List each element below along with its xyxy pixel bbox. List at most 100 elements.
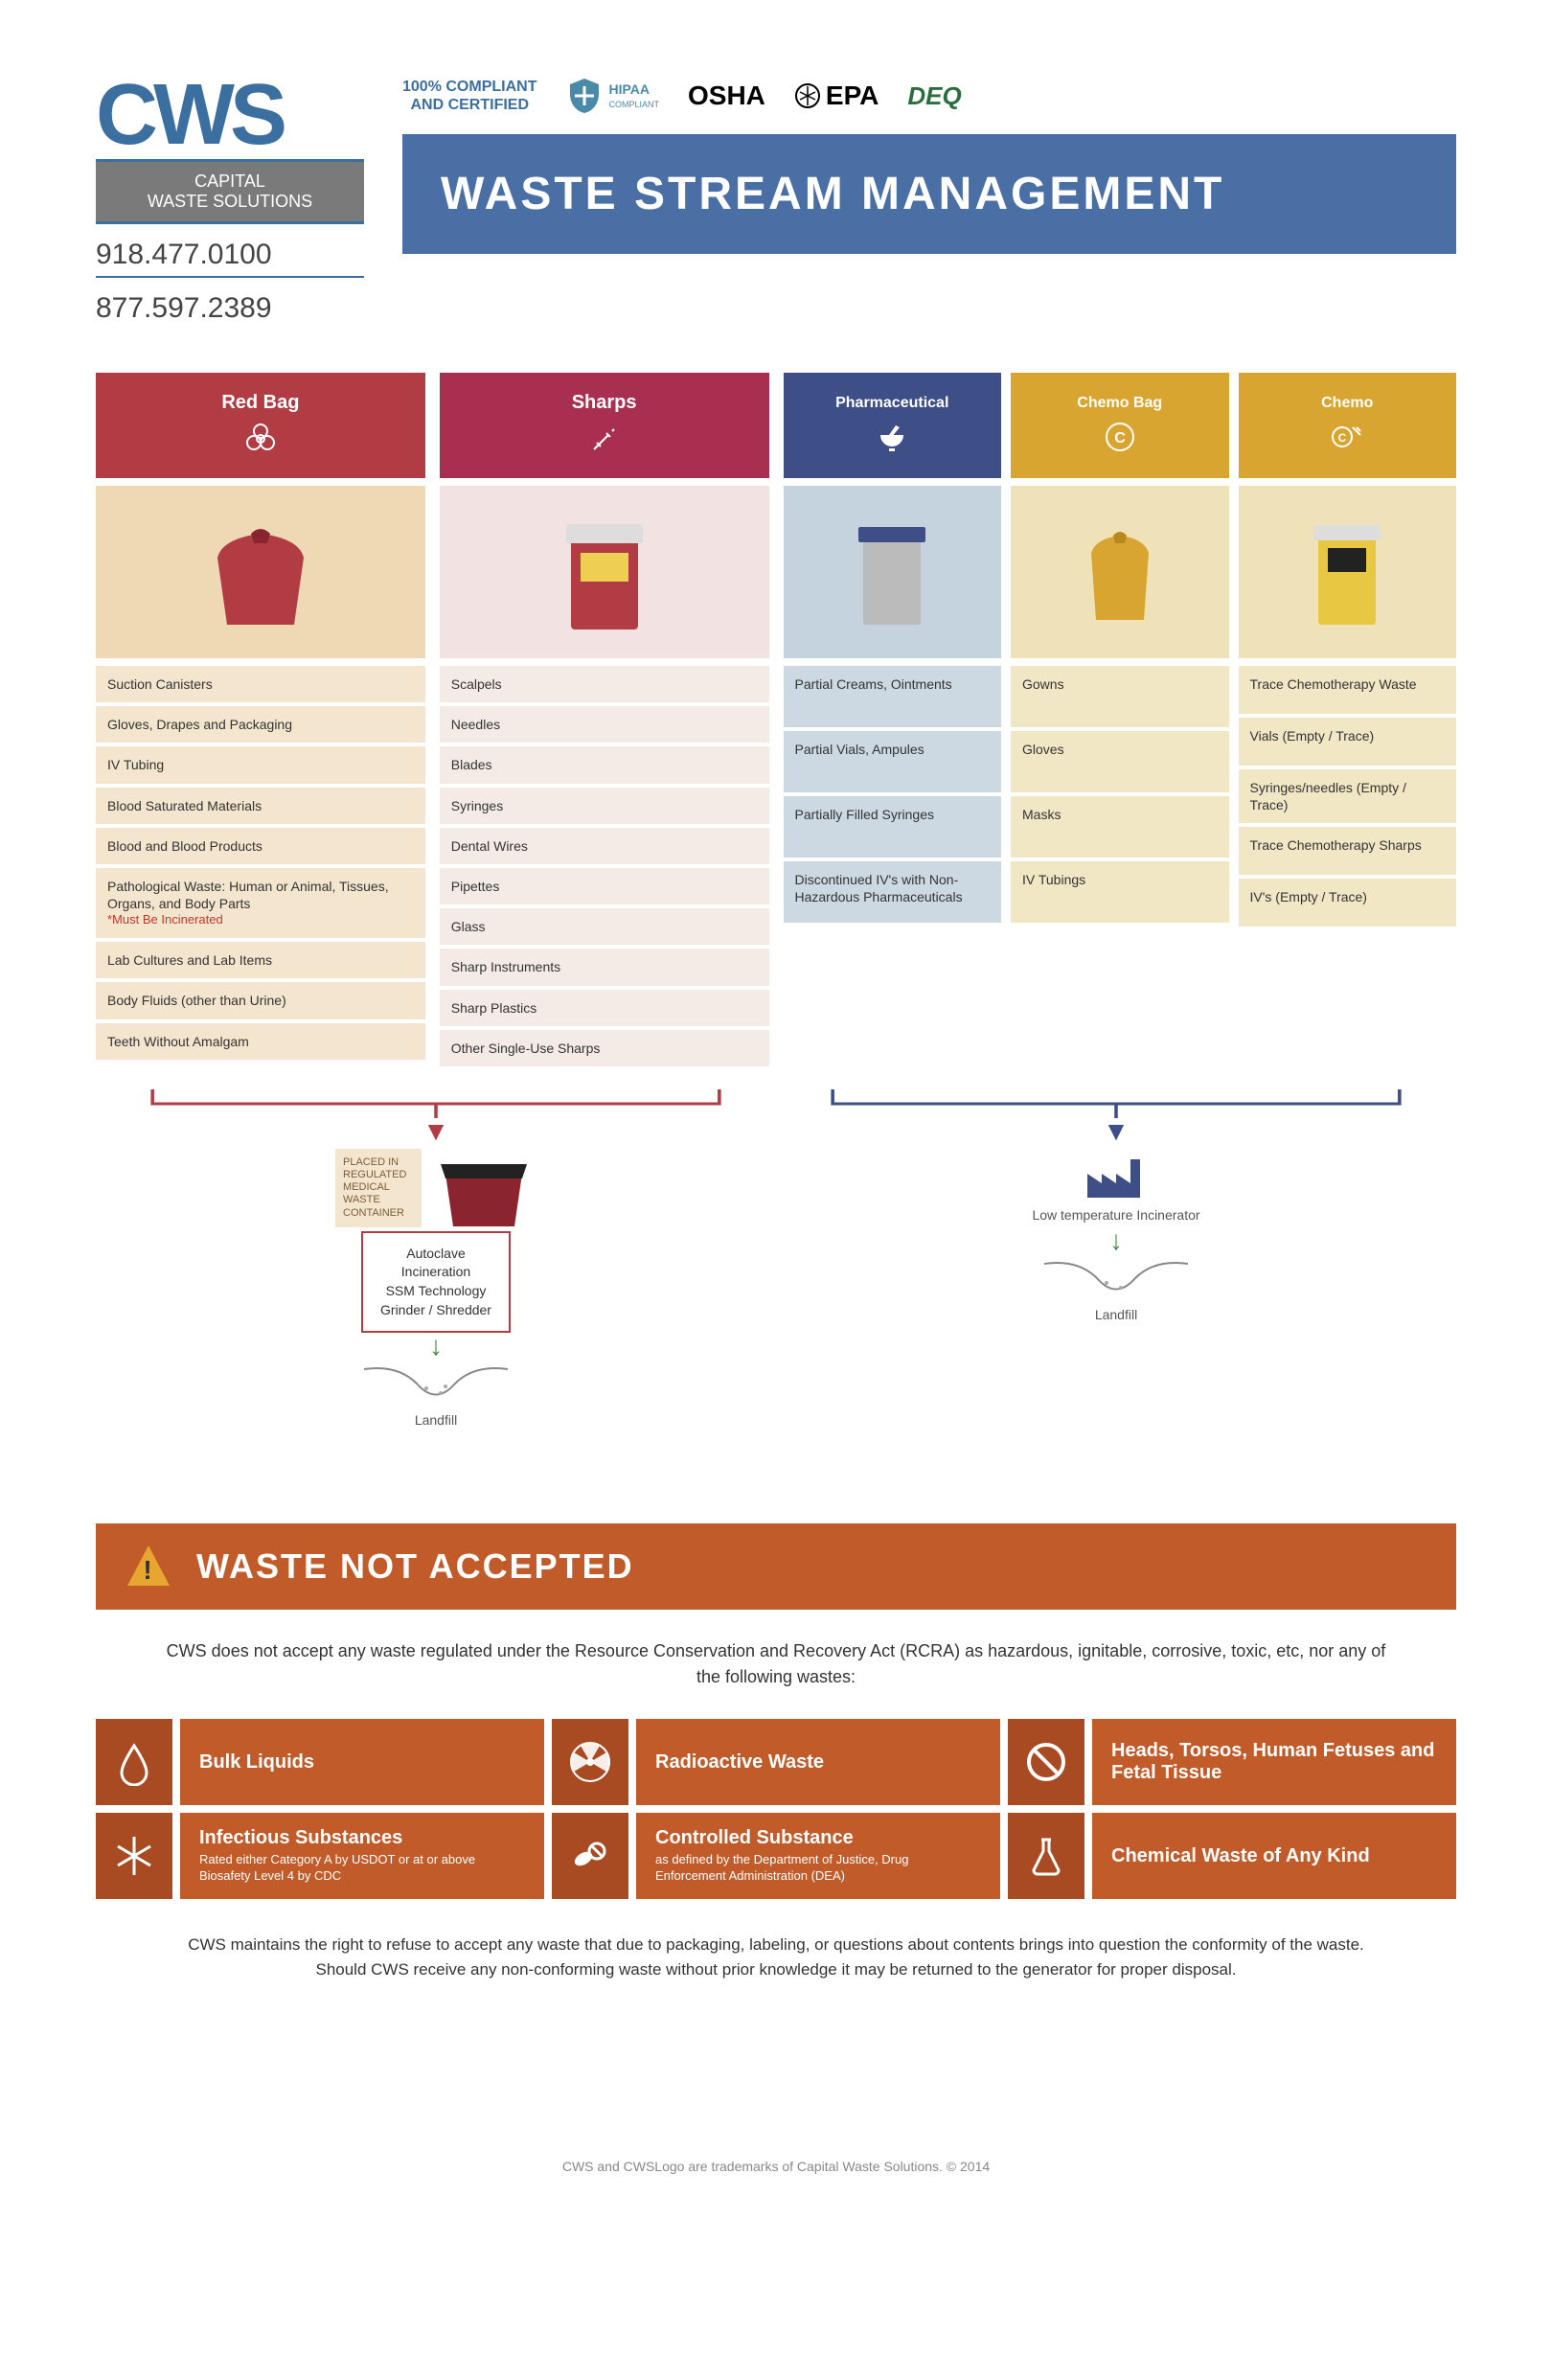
list-item: Sharp Instruments [440,949,769,985]
landfill-icon [359,1360,513,1407]
flow-right: ▼ Low temperature Incinerator ↓ Landfill [776,1089,1456,1428]
radioactive-icon [552,1719,628,1805]
redbag-items: Suction Canisters Gloves, Drapes and Pack… [96,666,425,1060]
container-icon [431,1145,536,1231]
not-accepted-banner: ! WASTE NOT ACCEPTED [96,1523,1456,1610]
flask-icon [1008,1813,1084,1899]
list-item: Gloves, Drapes and Packaging [96,706,425,743]
landfill-label-right: Landfill [1095,1307,1137,1322]
trademark: CWS and CWSLogo are trademarks of Capita… [96,2159,1456,2174]
list-item: Partially Filled Syringes [784,796,1002,858]
pharma-image [784,486,1002,658]
list-item: Suction Canisters [96,666,425,702]
osha-badge: OSHA [688,80,765,111]
chemobag-image [1011,486,1229,658]
list-item: Blades [440,746,769,783]
list-item: Needles [440,706,769,743]
deq-badge: DEQ [907,81,961,111]
not-accepted-intro: CWS does not accept any waste regulated … [96,1610,1456,1719]
list-item: Gloves [1011,731,1229,792]
list-item: IV Tubing [96,746,425,783]
logo-main: CWS [96,77,364,154]
list-item: Other Single-Use Sharps [440,1030,769,1066]
landfill-icon-2 [1039,1254,1193,1302]
na-item: Infectious SubstancesRated either Catego… [180,1813,544,1899]
chemo-image [1239,486,1457,658]
list-item: Blood and Blood Products [96,828,425,864]
sharps-column: Sharps Scalpels NeedlesBlades Syringes Dent… [440,373,769,1070]
pharma-column: Pharmaceutical Partial Creams, Ointments… [784,373,1002,1070]
arrow-blue-icon: ▼ [1103,1118,1130,1145]
epa-badge: EPA [794,80,879,111]
warning-icon: ! [125,1543,172,1590]
na-item: Chemical Waste of Any Kind [1092,1813,1456,1899]
factory-icon [1083,1145,1150,1202]
chemobag-header: Chemo Bag C [1011,373,1229,478]
list-item: Syringes/needles (Empty / Trace) [1239,769,1457,823]
list-item: Body Fluids (other than Urine) [96,982,425,1018]
chemo-icon: C [1103,420,1137,454]
svg-text:C: C [1338,431,1347,445]
na-item: Bulk Liquids [180,1719,544,1805]
mortar-icon [875,420,909,454]
landfill-label-left: Landfill [415,1412,457,1428]
biohazard-icon [243,422,278,456]
chemobag-items: GownsGlovesMasksIV Tubings [1011,666,1229,923]
prohibit-icon [1008,1719,1084,1805]
title-banner: WASTE STREAM MANAGEMENT [402,134,1456,254]
list-item: Sharp Plastics [440,990,769,1026]
list-item: Trace Chemotherapy Sharps [1239,827,1457,875]
chemo-column: Chemo C Trace Chemotherapy WasteVials (E… [1239,373,1457,1070]
sharps-items: Scalpels NeedlesBlades Syringes Dental Wire… [440,666,769,1066]
drop-icon [96,1719,172,1805]
pills-icon [552,1813,628,1899]
arrow-green-icon: ↓ [429,1333,443,1360]
svg-text:C: C [1114,430,1126,446]
na-item: Controlled Substanceas defined by the De… [636,1813,1000,1899]
snowflake-icon [96,1813,172,1899]
list-item: Vials (Empty / Trace) [1239,718,1457,766]
phone-1: 918.477.0100 [96,239,364,271]
list-item: Partial Vials, Ampules [784,731,1002,792]
pharma-header: Pharmaceutical [784,373,1002,478]
svg-text:!: ! [143,1555,153,1585]
list-item: Partial Creams, Ointments [784,666,1002,727]
phone-2: 877.597.2389 [96,292,364,325]
na-item: Heads, Torsos, Human Fetuses and Fetal T… [1092,1719,1456,1805]
list-item: Masks [1011,796,1229,858]
list-item: Syringes [440,788,769,824]
hipaa-badge: HIPAACOMPLIANT [565,77,659,115]
sharps-image [440,486,769,658]
list-item: Scalpels [440,666,769,702]
list-item: Trace Chemotherapy Waste [1239,666,1457,714]
list-item: Dental Wires [440,828,769,864]
not-accepted-grid: Bulk Liquids Radioactive Waste Heads, Tors… [96,1719,1456,1899]
list-item: Teeth Without Amalgam [96,1023,425,1060]
logo-sub: CAPITAL WASTE SOLUTIONS [96,159,364,224]
list-item: Glass [440,908,769,945]
compliance-row: 100% COMPLIANT AND CERTIFIED HIPAACOMPLI… [402,77,1456,134]
process-box-left: Autoclave Incineration SSM Technology Gr… [361,1231,511,1333]
logo-block: CWS CAPITAL WASTE SOLUTIONS 918.477.0100… [96,77,364,325]
list-item: IV's (Empty / Trace) [1239,879,1457,927]
sharps-header: Sharps [440,373,769,478]
arrow-green-icon-2: ↓ [1109,1227,1123,1254]
process-label-right: Low temperature Incinerator [1032,1207,1199,1223]
not-accepted-footer: CWS maintains the right to refuse to acc… [96,1899,1456,2015]
list-item: IV Tubings [1011,861,1229,923]
chemo-header: Chemo C [1239,373,1457,478]
pharma-items: Partial Creams, OintmentsPartial Vials, … [784,666,1002,923]
list-item: Pathological Waste: Human or Animal, Tis… [96,868,425,938]
redbag-header: Red Bag [96,373,425,478]
list-item: Lab Cultures and Lab Items [96,942,425,978]
na-item: Radioactive Waste [636,1719,1000,1805]
redbag-image [96,486,425,658]
arrow-red-icon: ▼ [422,1118,449,1145]
list-item: Discontinued IV's with Non-Hazardous Pha… [784,861,1002,923]
redbag-column: Red Bag Suction Canisters Gloves, Drapes … [96,373,425,1070]
chemobag-column: Chemo Bag C GownsGlovesMasksIV Tubings [1011,373,1229,1070]
container-label: PLACED IN REGULATED MEDICAL WASTE CONTAI… [335,1149,422,1227]
list-item: Pipettes [440,868,769,904]
list-item: Blood Saturated Materials [96,788,425,824]
list-item: Gowns [1011,666,1229,727]
